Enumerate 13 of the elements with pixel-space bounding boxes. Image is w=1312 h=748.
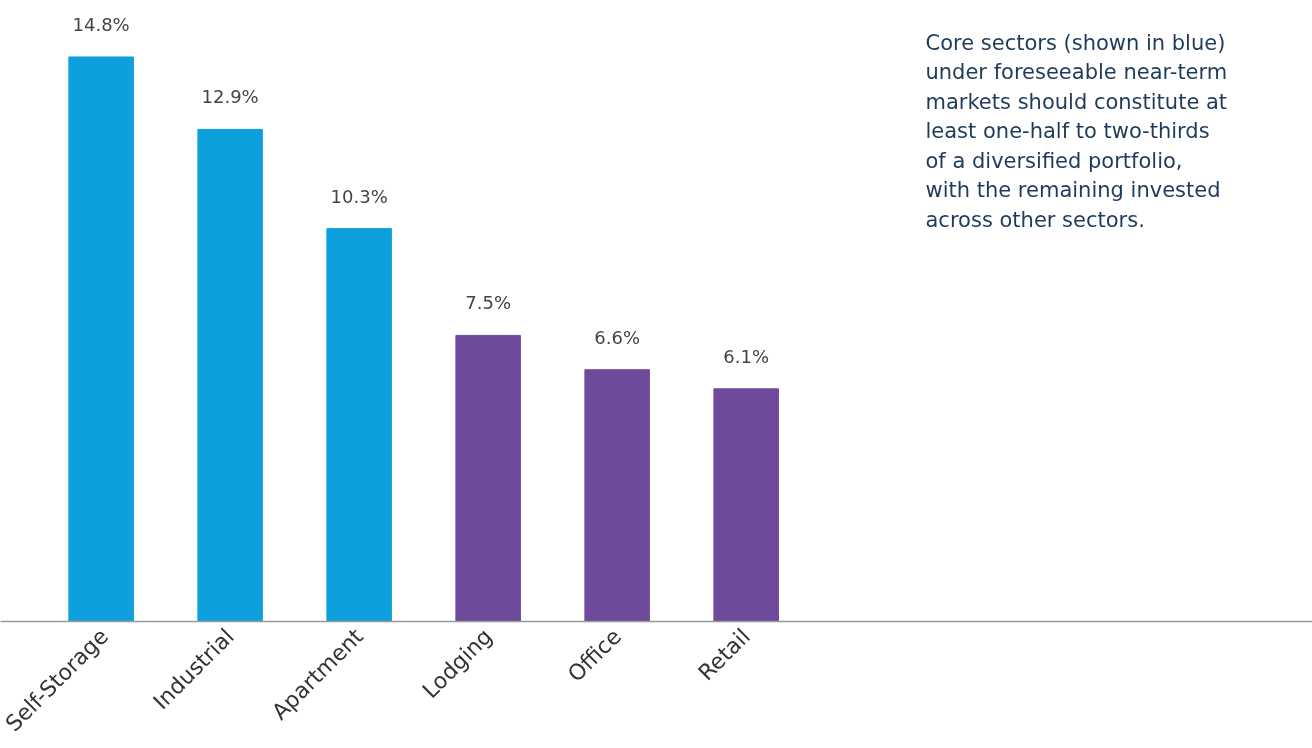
bar <box>326 228 392 622</box>
data-label: 10.3% <box>330 185 388 207</box>
data-label: 14.8% <box>72 13 130 35</box>
bar <box>197 128 263 622</box>
data-label: 7.5% <box>465 292 512 314</box>
bar <box>713 388 779 622</box>
bar <box>584 369 650 622</box>
data-label: 6.1% <box>723 345 770 367</box>
bar <box>455 334 521 622</box>
data-label: 6.6% <box>594 326 641 348</box>
data-label: 12.9% <box>201 86 259 108</box>
bar <box>68 56 134 622</box>
text: Core sectors (shown in blue) under foreseeable near-term markets should constitute at least one-half to two-thirds of a diversified portfolio, with the remaining invested across other sectors. <box>925 30 1228 232</box>
